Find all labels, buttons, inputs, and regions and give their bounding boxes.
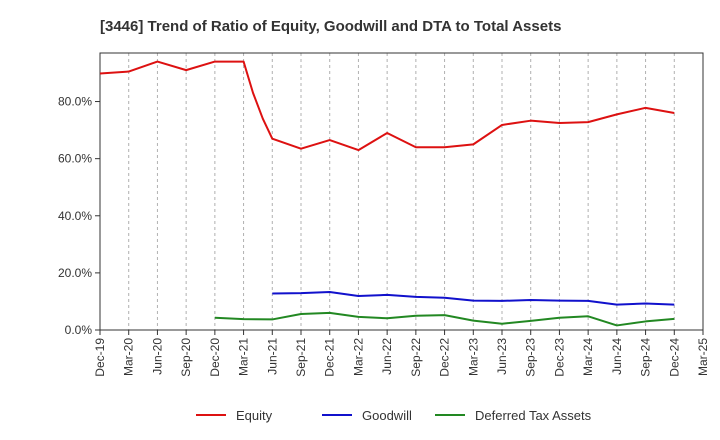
chart-title: [3446] Trend of Ratio of Equity, Goodwil… bbox=[100, 18, 561, 35]
grid bbox=[128, 53, 675, 330]
y-tick-label: 60.0% bbox=[58, 152, 92, 166]
y-tick-label: 0.0% bbox=[65, 323, 93, 337]
plot-frame bbox=[99, 52, 704, 331]
x-tick-label: Sep-24 bbox=[639, 338, 653, 377]
x-tick-label: Mar-22 bbox=[351, 338, 365, 376]
legend-label-equity: Equity bbox=[236, 408, 273, 423]
y-tick-label: 20.0% bbox=[58, 266, 92, 280]
x-tick-label: Dec-21 bbox=[323, 338, 337, 377]
legend-label-goodwill: Goodwill bbox=[362, 408, 412, 423]
x-tick-label: Jun-20 bbox=[150, 338, 164, 375]
x-tick-label: Mar-21 bbox=[237, 338, 251, 376]
legend-label-deferred-tax-assets: Deferred Tax Assets bbox=[475, 408, 592, 423]
y-tick-label: 40.0% bbox=[58, 209, 92, 223]
x-tick-label: Jun-24 bbox=[610, 338, 624, 375]
x-tick-label: Dec-22 bbox=[438, 338, 452, 377]
series-line-deferred-tax-assets bbox=[214, 311, 675, 327]
series-line-goodwill bbox=[272, 291, 675, 306]
series-line-equity bbox=[99, 60, 675, 152]
x-tick-label: Sep-22 bbox=[409, 338, 423, 377]
x-tick-label: Mar-20 bbox=[122, 338, 136, 376]
y-tick-label: 80.0% bbox=[58, 95, 92, 109]
y-axis: 0.0% 20.0% 40.0% 60.0% 80.0% bbox=[58, 95, 100, 337]
series-lines bbox=[99, 60, 675, 327]
x-tick-label: Mar-23 bbox=[466, 338, 480, 376]
x-axis: Dec-19 Mar-20 Jun-20 Sep-20 Dec-20 Mar-21 Jun-… bbox=[93, 330, 710, 377]
x-tick-label: Jun-23 bbox=[495, 338, 509, 375]
x-tick-label: Sep-20 bbox=[179, 338, 193, 377]
x-tick-label: Sep-21 bbox=[294, 338, 308, 377]
x-tick-label: Dec-23 bbox=[552, 338, 566, 377]
x-tick-label: Jun-21 bbox=[265, 338, 279, 375]
x-tick-label: Dec-20 bbox=[208, 338, 222, 377]
x-tick-label: Dec-19 bbox=[93, 338, 107, 377]
x-tick-label: Sep-23 bbox=[524, 338, 538, 377]
x-tick-label: Dec-24 bbox=[667, 338, 681, 377]
legend: Equity Goodwill Deferred Tax Assets bbox=[196, 408, 592, 423]
x-tick-label: Mar-25 bbox=[696, 338, 710, 376]
x-tick-label: Mar-24 bbox=[581, 338, 595, 376]
x-tick-label: Jun-22 bbox=[380, 338, 394, 375]
